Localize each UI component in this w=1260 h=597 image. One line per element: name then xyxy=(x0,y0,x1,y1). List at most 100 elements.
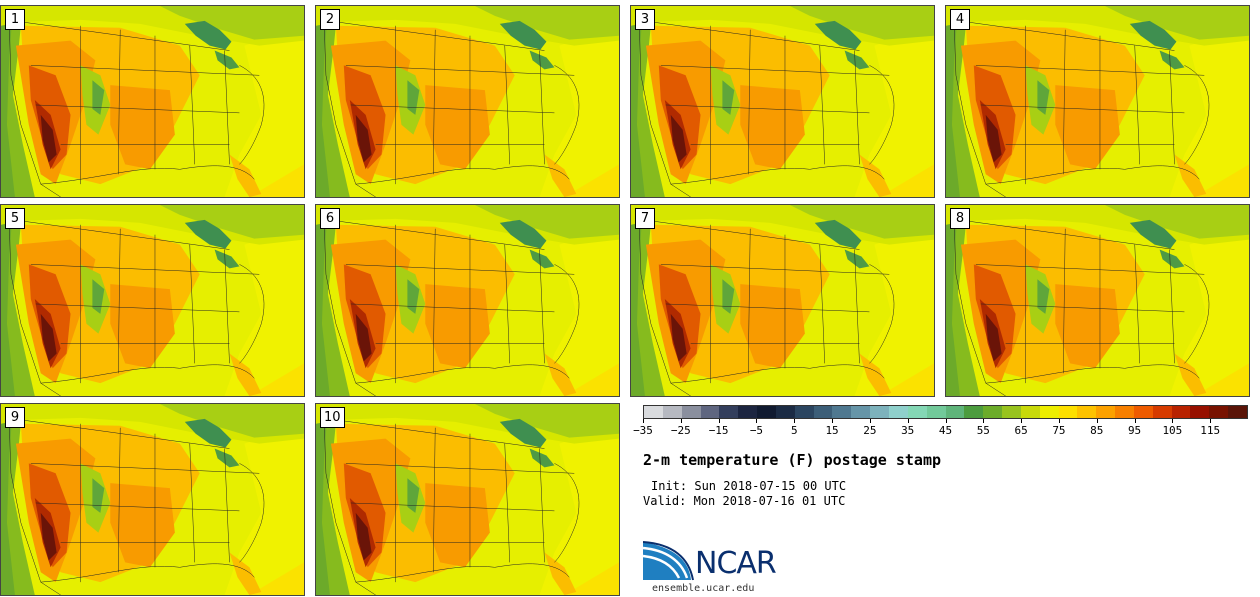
temperature-map xyxy=(316,6,619,197)
colorbar-swatch xyxy=(700,406,720,418)
temperature-map xyxy=(1,6,304,197)
colorbar-swatch xyxy=(983,406,1003,418)
ensemble-panel: 1 xyxy=(0,5,305,198)
colorbar-swatch xyxy=(1058,406,1078,418)
colorbar-tick xyxy=(1058,419,1060,423)
ensemble-panel: 7 xyxy=(630,204,935,397)
colorbar-tick xyxy=(832,419,834,423)
colorbar-swatch xyxy=(681,406,701,418)
colorbar-swatch xyxy=(1133,406,1153,418)
colorbar-tick xyxy=(1210,419,1212,423)
ensemble-panel: 6 xyxy=(315,204,620,397)
colorbar-swatch xyxy=(907,406,927,418)
colorbar-tick xyxy=(680,419,682,423)
colorbar-tick xyxy=(1172,419,1174,423)
colorbar-tick-label: 35 xyxy=(901,424,915,437)
colorbar-swatch xyxy=(964,406,984,418)
member-label: 3 xyxy=(635,9,655,30)
ensemble-panel: 5 xyxy=(0,204,305,397)
colorbar-swatch xyxy=(1171,406,1191,418)
temperature-map xyxy=(631,205,934,396)
colorbar-tick-label: 15 xyxy=(825,424,839,437)
colorbar-swatch xyxy=(1020,406,1040,418)
ensemble-panel: 2 xyxy=(315,5,620,198)
member-label: 9 xyxy=(5,407,25,428)
colorbar-ticks: −35 −25 −15 −5 5 15 25 35 45 55 65 75 85 95 105 115 xyxy=(633,419,1248,439)
colorbar-swatch xyxy=(1190,406,1210,418)
colorbar-tick xyxy=(869,419,871,423)
member-label: 2 xyxy=(320,9,340,30)
init-time: Init: Sun 2018-07-15 00 UTC xyxy=(651,479,847,493)
colorbar-tick-label: −15 xyxy=(708,424,729,437)
colorbar-tick-label: 85 xyxy=(1090,424,1104,437)
colorbar-swatch xyxy=(870,406,889,418)
colorbar-swatch xyxy=(662,406,682,418)
temperature-map xyxy=(1,404,304,595)
colorbar-tick-label: 95 xyxy=(1127,424,1142,437)
colorbar-swatch xyxy=(1077,406,1097,418)
member-label: 5 xyxy=(5,208,25,229)
colorbar-swatch xyxy=(945,406,965,418)
colorbar-tick xyxy=(983,419,985,423)
chart-title: 2-m temperature (F) postage stamp xyxy=(643,451,942,469)
temperature-map xyxy=(946,6,1249,197)
colorbar-swatch xyxy=(1209,406,1229,418)
colorbar-swatch xyxy=(851,406,871,418)
colorbar-tick-label: −35 xyxy=(633,424,653,437)
colorbar-tick xyxy=(643,419,644,423)
colorbar-swatch xyxy=(757,406,776,418)
colorbar-tick xyxy=(718,419,720,423)
colorbar-tick-label: 25 xyxy=(863,424,877,437)
colorbar-swatch xyxy=(888,406,908,418)
colorbar xyxy=(643,405,1248,419)
temperature-map xyxy=(946,205,1249,396)
colorbar-tick-label: 45 xyxy=(938,424,953,437)
logo-wordmark: NCAR xyxy=(695,546,777,581)
member-label: 8 xyxy=(950,208,970,229)
colorbar-tick-label: 105 xyxy=(1162,424,1183,437)
colorbar-swatch xyxy=(1096,406,1116,418)
colorbar-tick xyxy=(756,419,758,423)
member-label: 7 xyxy=(635,208,655,229)
member-label: 10 xyxy=(320,407,345,428)
colorbar-swatch xyxy=(794,406,814,418)
website-link[interactable]: ensemble.ucar.edu xyxy=(652,583,755,594)
colorbar-tick xyxy=(794,419,796,423)
colorbar-tick xyxy=(907,419,909,423)
colorbar-swatch xyxy=(1039,406,1059,418)
colorbar-swatch xyxy=(832,406,852,418)
colorbar-swatch xyxy=(1115,406,1134,418)
colorbar-swatch xyxy=(926,406,946,418)
colorbar-tick-label: −5 xyxy=(749,424,764,437)
colorbar-tick-label: 5 xyxy=(790,424,798,437)
colorbar-swatch xyxy=(775,406,795,418)
colorbar-swatch xyxy=(1228,406,1247,418)
colorbar-tick xyxy=(1096,419,1098,423)
colorbar-swatch xyxy=(644,406,663,418)
colorbar-tick-label: 55 xyxy=(976,424,990,437)
colorbar-tick-label: 75 xyxy=(1052,424,1066,437)
temperature-map xyxy=(316,205,619,396)
ensemble-panel: 10 xyxy=(315,403,620,596)
member-label: 1 xyxy=(5,9,25,30)
ensemble-panel: 4 xyxy=(945,5,1250,198)
member-label: 6 xyxy=(320,208,340,229)
colorbar-tick xyxy=(1021,419,1023,423)
temperature-map xyxy=(316,404,619,595)
ensemble-panel: 8 xyxy=(945,204,1250,397)
temperature-map xyxy=(1,205,304,396)
colorbar-swatch xyxy=(738,406,758,418)
member-label: 4 xyxy=(950,9,970,30)
colorbar-tick xyxy=(945,419,947,423)
colorbar-swatch xyxy=(719,406,739,418)
temperature-map xyxy=(631,6,934,197)
colorbar-swatch xyxy=(813,406,833,418)
colorbar-swatch xyxy=(1152,406,1172,418)
ncar-logo-icon xyxy=(643,541,694,581)
colorbar-tick-label: 65 xyxy=(1014,424,1028,437)
colorbar-tick-label: −25 xyxy=(670,424,691,437)
ensemble-panel: 3 xyxy=(630,5,935,198)
valid-time: Valid: Mon 2018-07-16 01 UTC xyxy=(643,494,846,508)
colorbar-swatch xyxy=(1002,406,1021,418)
colorbar-tick-label: 115 xyxy=(1200,424,1221,437)
